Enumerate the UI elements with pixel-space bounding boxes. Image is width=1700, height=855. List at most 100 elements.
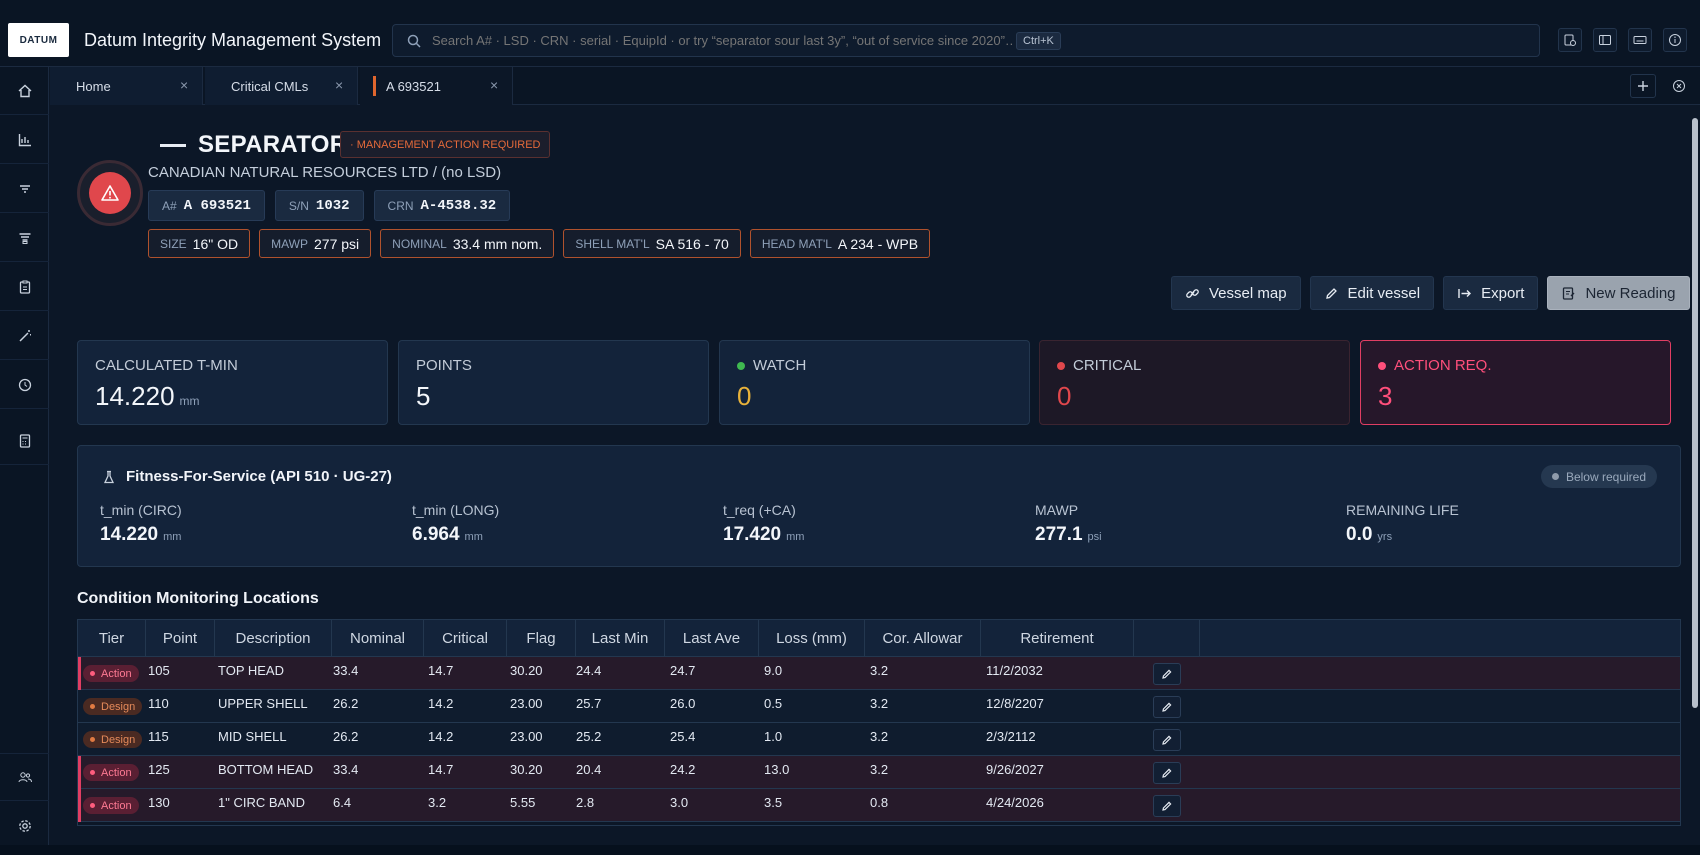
pencil-icon xyxy=(1325,287,1337,299)
cml-table: Tier Point Description Nominal Critical … xyxy=(77,619,1681,826)
magic-wand-icon[interactable] xyxy=(0,312,49,360)
analytics-icon[interactable] xyxy=(0,116,49,164)
tier-badge: Design xyxy=(83,698,143,715)
column-header[interactable]: Last Ave xyxy=(665,620,759,657)
action-status-dot xyxy=(1378,361,1386,370)
info-icon[interactable] xyxy=(1663,28,1687,52)
spec-head-material: HEAD MAT'L A 234 - WPB xyxy=(749,229,931,258)
column-header[interactable]: Cor. Allowar xyxy=(865,620,981,657)
metric-remaining-life: REMAINING LIFE 0.0 yrs xyxy=(1346,502,1459,545)
column-header[interactable]: Last Min xyxy=(576,620,665,657)
flask-icon xyxy=(103,470,115,483)
history-icon[interactable] xyxy=(0,361,49,409)
filter-icon[interactable] xyxy=(0,165,49,213)
users-icon[interactable] xyxy=(0,753,49,801)
table-header: Tier Point Description Nominal Critical … xyxy=(78,620,1680,657)
column-header[interactable]: Point xyxy=(146,620,215,657)
cml-section-title: Condition Monitoring Locations xyxy=(77,590,319,607)
vessel-map-button[interactable]: Vessel map xyxy=(1171,276,1301,310)
status-badge: · MANAGEMENT ACTION REQUIRED xyxy=(340,131,551,158)
tab-bar: Home × Critical CMLs × A 693521 × xyxy=(50,67,1700,105)
identifier-chips: A# A 693521 S/N 1032 CRN A-4538.32 xyxy=(148,190,511,221)
warning-triangle-icon xyxy=(101,185,119,201)
clipboard-icon[interactable] xyxy=(0,263,49,311)
new-note-icon xyxy=(1563,286,1575,300)
tab-vessel-active[interactable]: A 693521 × xyxy=(360,67,513,105)
stat-calculated-tmin: CALCULATED T-MIN 14.220 mm xyxy=(77,340,388,425)
new-tab-plus-icon[interactable] xyxy=(1630,74,1656,98)
column-header[interactable]: Flag xyxy=(507,620,576,657)
table-row[interactable]: Action 125 BOTTOM HEAD 33.4 14.7 30.20 2… xyxy=(78,756,1680,789)
tab-home[interactable]: Home × xyxy=(50,67,203,105)
spec-shell-material: SHELL MAT'L SA 516 - 70 xyxy=(563,229,741,258)
vessel-owner: CANADIAN NATURAL RESOURCES LTD / (no LSD… xyxy=(148,164,502,181)
edit-row-pencil-icon[interactable] xyxy=(1153,729,1181,751)
new-reading-button[interactable]: New Reading xyxy=(1547,276,1690,310)
stat-watch[interactable]: WATCH 0 xyxy=(719,340,1030,425)
tier-badge: Action xyxy=(83,764,139,781)
app-title: Datum Integrity Management System xyxy=(84,30,382,50)
spec-chips: SIZE 16" OD MAWP 277 psi NOMINAL 33.4 mm no… xyxy=(148,229,931,258)
edit-vessel-button[interactable]: Edit vessel xyxy=(1309,276,1435,310)
title-dash xyxy=(160,144,186,147)
close-tab-icon[interactable]: × xyxy=(335,77,344,93)
layers-filter-icon[interactable] xyxy=(0,214,49,262)
export-button[interactable]: Export xyxy=(1443,276,1539,310)
tab-label: Critical CMLs xyxy=(231,78,309,94)
spec-nominal: NOMINAL 33.4 mm nom. xyxy=(380,229,555,258)
global-search[interactable]: Ctrl+K xyxy=(392,24,1540,57)
watch-status-dot xyxy=(737,361,745,370)
bottom-strip xyxy=(0,845,1700,855)
tier-badge: Design xyxy=(83,731,143,748)
metric-tmin-circ: t_min (CIRC) 14.220 mm xyxy=(100,502,182,545)
export-arrow-icon xyxy=(1458,288,1472,298)
column-header[interactable]: Nominal xyxy=(332,620,424,657)
stat-action-required[interactable]: ACTION REQ. 3 xyxy=(1360,340,1671,425)
column-header[interactable]: Description xyxy=(215,620,332,657)
column-header-actions xyxy=(1134,620,1200,657)
table-row[interactable]: Design 115 MID SHELL 26.2 14.2 23.00 25.… xyxy=(78,723,1680,756)
spec-mawp: MAWP 277 psi xyxy=(259,229,372,258)
status-avatar xyxy=(77,160,143,226)
tier-badge: Action xyxy=(83,665,139,682)
nav-rail xyxy=(0,67,49,855)
id-chip-serial: S/N 1032 xyxy=(274,190,364,221)
edit-row-pencil-icon[interactable] xyxy=(1153,795,1181,817)
spec-size: SIZE 16" OD xyxy=(148,229,251,258)
search-shortcut-hint: Ctrl+K xyxy=(1016,31,1061,50)
edit-row-pencil-icon[interactable] xyxy=(1153,696,1181,718)
link-icon xyxy=(1186,288,1199,298)
metric-tmin-long: t_min (LONG) 6.964 mm xyxy=(412,502,500,545)
table-row[interactable]: Design 110 UPPER SHELL 26.2 14.2 23.00 2… xyxy=(78,690,1680,723)
datum-logo[interactable]: DATUM xyxy=(8,23,69,57)
column-header[interactable]: Loss (mm) xyxy=(759,620,865,657)
table-row[interactable]: Action 105 TOP HEAD 33.4 14.7 30.20 24.4… xyxy=(78,657,1680,690)
close-all-tabs-icon[interactable] xyxy=(1666,74,1692,98)
column-header[interactable]: Tier xyxy=(78,620,146,657)
database-settings-icon[interactable] xyxy=(1558,28,1582,52)
active-tab-marker xyxy=(373,76,376,96)
stat-critical[interactable]: CRITICAL 0 xyxy=(1039,340,1350,425)
close-tab-icon[interactable]: × xyxy=(180,77,189,93)
settings-gear-icon[interactable] xyxy=(0,802,49,850)
edit-row-pencil-icon[interactable] xyxy=(1153,762,1181,784)
stat-points: POINTS 5 xyxy=(398,340,709,425)
home-icon[interactable] xyxy=(0,67,49,115)
ffs-title: Fitness-For-Service (API 510 · UG-27) xyxy=(126,468,392,485)
edit-row-pencil-icon[interactable] xyxy=(1153,663,1181,685)
tab-critical-cmls[interactable]: Critical CMLs × xyxy=(205,67,358,105)
page-scrollbar[interactable] xyxy=(1692,118,1698,708)
table-row[interactable]: Action 130 1" CIRC BAND 6.4 3.2 5.55 2.8… xyxy=(78,789,1680,822)
keyboard-icon[interactable] xyxy=(1628,28,1652,52)
calculator-icon[interactable] xyxy=(0,417,49,465)
search-input[interactable] xyxy=(432,33,1012,48)
close-tab-icon[interactable]: × xyxy=(490,77,499,93)
metric-mawp: MAWP 277.1 psi xyxy=(1035,502,1102,545)
search-icon xyxy=(407,34,421,48)
column-header[interactable]: Retirement xyxy=(981,620,1134,657)
sidebar-toggle-icon[interactable] xyxy=(1593,28,1617,52)
tier-badge: Action xyxy=(83,797,139,814)
column-header[interactable]: Critical xyxy=(424,620,507,657)
top-bar: DATUM Datum Integrity Management System … xyxy=(0,0,1700,67)
id-chip-a-number: A# A 693521 xyxy=(148,190,265,221)
